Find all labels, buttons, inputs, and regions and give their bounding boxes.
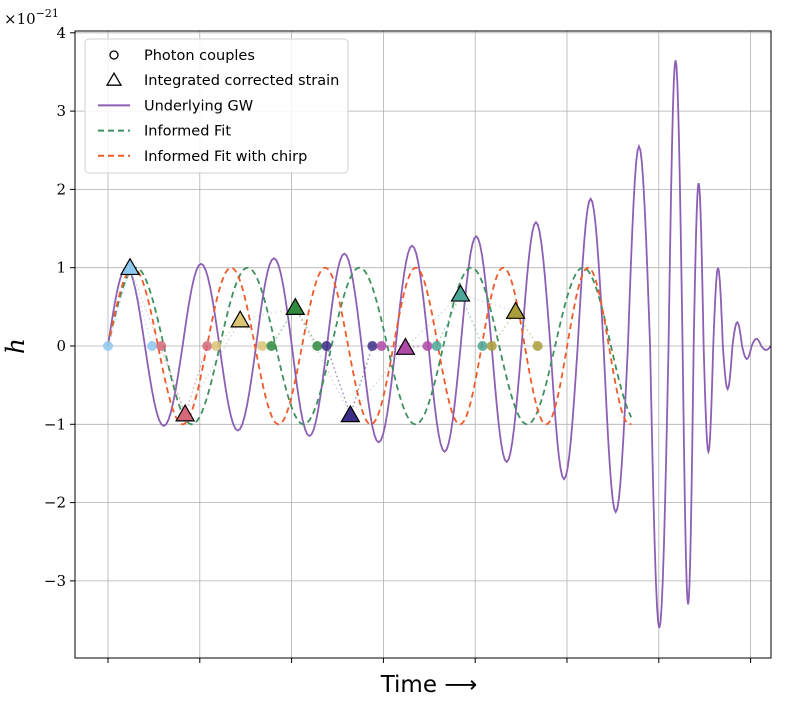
photon-couple-point [147, 341, 158, 351]
integrated-strain-point [395, 337, 416, 355]
legend-triangle-marker [105, 71, 123, 86]
y-tick-label: 3 [56, 102, 66, 120]
x-axis-label: Time ⟶ [380, 672, 478, 698]
integrated-strain-point [505, 301, 526, 319]
photon-couple-point [431, 341, 442, 351]
y-tick-label: 0 [56, 337, 66, 355]
photon-couple-point [376, 341, 387, 351]
series-informed-fit [107, 266, 633, 426]
y-tick-label: 2 [56, 180, 66, 198]
y-tick-label: −2 [44, 494, 66, 512]
legend: Photon couples Integrated corrected strai… [84, 38, 349, 174]
photon-couple-point [477, 341, 488, 351]
plot-frame [74, 30, 772, 659]
strain-link [294, 307, 351, 416]
photon-couple-point [202, 341, 213, 351]
legend-label: Integrated corrected strain [144, 73, 339, 89]
photon-couple-point [422, 341, 433, 351]
legend-label: Photon couples [144, 48, 255, 64]
axis-ticks: 4 3 2 1 0 −1 −2 −3 [44, 24, 752, 663]
y-tick-label: −3 [44, 572, 66, 590]
strain-connector [436, 292, 484, 347]
legend-label: Underlying GW [144, 98, 253, 114]
photon-couple-point [257, 341, 268, 351]
plot-area [103, 60, 771, 629]
photon-couple-point [367, 341, 378, 351]
integrated-strain-point [285, 297, 306, 315]
integrated-strain-point [340, 404, 361, 423]
photon-couple-point [156, 341, 167, 351]
legend-box [84, 38, 349, 174]
legend-label: Informed Fit with chirp [144, 149, 307, 165]
integrated-strain-point [450, 284, 471, 302]
y-tick-label: 1 [56, 259, 66, 277]
integrated-strain-point [175, 403, 196, 422]
strain-link [349, 347, 406, 416]
strain-link [460, 293, 516, 313]
photon-couple-point [312, 341, 323, 351]
photon-couple-point [532, 341, 543, 351]
legend-circle-marker [109, 50, 119, 60]
strain-link [405, 293, 461, 348]
integrated-strain-point [230, 309, 251, 328]
photon-couple-point [266, 341, 277, 351]
y-exponent-label: ×10−21 [4, 7, 59, 28]
photon-couple-point [486, 341, 497, 351]
integrated-strain-point [119, 257, 141, 276]
y-tick-label: 4 [56, 24, 66, 42]
photon-couple-point [211, 341, 222, 351]
y-axis-label: h [1, 338, 30, 354]
legend-label: Informed Fit [144, 124, 231, 140]
strain-link [184, 319, 241, 415]
photon-couple-point [321, 341, 332, 351]
photon-couple-point [103, 341, 113, 351]
y-tick-label: −1 [44, 415, 66, 433]
series-underlying-gw [107, 60, 771, 629]
strain-link [240, 307, 296, 321]
